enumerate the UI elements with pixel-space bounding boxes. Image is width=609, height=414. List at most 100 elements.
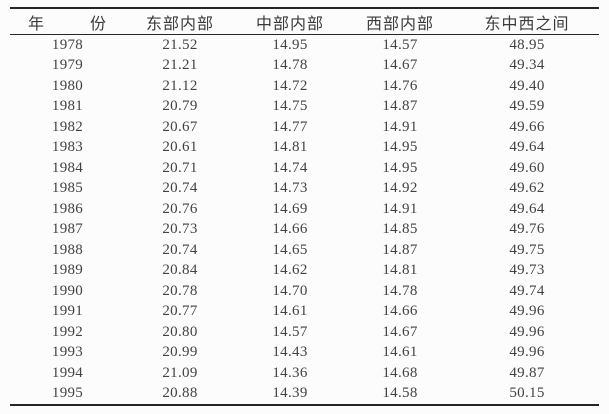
value-cell: 49.87 (509, 364, 545, 381)
value-cell: 14.81 (272, 139, 308, 156)
value-cell: 20.74 (162, 241, 198, 258)
table-row: 1978 21.52 14.95 14.57 48.95 (10, 35, 599, 56)
value-cell: 14.65 (272, 241, 308, 258)
value-cell: 20.99 (162, 344, 198, 361)
value-cell: 20.71 (162, 159, 198, 176)
value-cell: 14.39 (272, 385, 308, 402)
value-cell: 21.52 (162, 36, 198, 53)
header-west-internal: 西部内部 (345, 8, 455, 35)
value-cell: 49.64 (509, 200, 545, 217)
table-row: 1990 20.78 14.70 14.78 49.74 (10, 281, 599, 302)
value-cell: 14.72 (272, 77, 308, 94)
table-row: 1987 20.73 14.66 14.85 49.76 (10, 220, 599, 241)
year-cell: 1985 (51, 180, 84, 197)
value-cell: 20.76 (162, 200, 198, 217)
table-row: 1995 20.88 14.39 14.58 50.15 (10, 384, 599, 406)
value-cell: 14.43 (272, 344, 308, 361)
value-cell: 14.67 (382, 57, 418, 74)
value-cell: 14.57 (272, 323, 308, 340)
table-row: 1984 20.71 14.74 14.95 49.60 (10, 158, 599, 179)
header-year: 年 份 (10, 8, 125, 35)
value-cell: 14.58 (382, 385, 418, 402)
value-cell: 14.92 (382, 180, 418, 197)
table-row: 1982 20.67 14.77 14.91 49.66 (10, 117, 599, 138)
value-cell: 49.66 (509, 118, 545, 135)
value-cell: 49.59 (509, 98, 545, 115)
table-row: 1981 20.79 14.75 14.87 49.59 (10, 97, 599, 118)
value-cell: 21.21 (162, 57, 198, 74)
value-cell: 14.81 (382, 262, 418, 279)
year-cell: 1986 (51, 200, 84, 217)
value-cell: 14.36 (272, 364, 308, 381)
year-cell: 1992 (51, 323, 84, 340)
value-cell: 14.87 (382, 98, 418, 115)
table-body: 1978 21.52 14.95 14.57 48.95 1979 21.21 … (10, 35, 599, 406)
value-cell: 20.84 (162, 262, 198, 279)
value-cell: 49.96 (509, 303, 545, 320)
value-cell: 49.74 (509, 282, 545, 299)
header-row: 年 份 东部内部 中部内部 西部内部 东中西之间 (10, 8, 599, 35)
table-row: 1988 20.74 14.65 14.87 49.75 (10, 240, 599, 261)
year-cell: 1980 (51, 77, 84, 94)
table-row: 1994 21.09 14.36 14.68 49.87 (10, 363, 599, 384)
value-cell: 14.95 (272, 36, 308, 53)
value-cell: 49.76 (509, 221, 545, 238)
value-cell: 14.62 (272, 262, 308, 279)
table-row: 1991 20.77 14.61 14.66 49.96 (10, 302, 599, 323)
value-cell: 49.96 (509, 344, 545, 361)
value-cell: 20.61 (162, 139, 198, 156)
value-cell: 14.68 (382, 364, 418, 381)
value-cell: 49.73 (509, 262, 545, 279)
year-cell: 1987 (51, 221, 84, 238)
value-cell: 20.73 (162, 221, 198, 238)
value-cell: 14.95 (382, 159, 418, 176)
year-cell: 1989 (51, 262, 84, 279)
value-cell: 49.34 (509, 57, 545, 74)
header-central-internal: 中部内部 (235, 8, 345, 35)
value-cell: 20.79 (162, 98, 198, 115)
value-cell: 14.76 (382, 77, 418, 94)
table-row: 1992 20.80 14.57 14.67 49.96 (10, 322, 599, 343)
value-cell: 49.40 (509, 77, 545, 94)
year-cell: 1991 (51, 303, 84, 320)
value-cell: 49.64 (509, 139, 545, 156)
year-cell: 1983 (51, 139, 84, 156)
value-cell: 14.73 (272, 180, 308, 197)
value-cell: 49.62 (509, 180, 545, 197)
table-row: 1993 20.99 14.43 14.61 49.96 (10, 343, 599, 364)
value-cell: 14.91 (382, 118, 418, 135)
value-cell: 21.09 (162, 364, 198, 381)
value-cell: 14.66 (272, 221, 308, 238)
table-row: 1983 20.61 14.81 14.95 49.64 (10, 138, 599, 159)
year-cell: 1995 (51, 385, 84, 402)
value-cell: 14.77 (272, 118, 308, 135)
value-cell: 20.80 (162, 323, 198, 340)
value-cell: 14.69 (272, 200, 308, 217)
year-cell: 1988 (51, 241, 84, 258)
value-cell: 49.96 (509, 323, 545, 340)
value-cell: 14.87 (382, 241, 418, 258)
value-cell: 20.77 (162, 303, 198, 320)
table-row: 1979 21.21 14.78 14.67 49.34 (10, 56, 599, 77)
value-cell: 14.70 (272, 282, 308, 299)
table-row: 1985 20.74 14.73 14.92 49.62 (10, 179, 599, 200)
table-row: 1980 21.12 14.72 14.76 49.40 (10, 76, 599, 97)
year-cell: 1994 (51, 364, 84, 381)
year-cell: 1982 (51, 118, 84, 135)
year-cell: 1993 (51, 344, 84, 361)
table-row: 1986 20.76 14.69 14.91 49.64 (10, 199, 599, 220)
value-cell: 20.67 (162, 118, 198, 135)
value-cell: 14.74 (272, 159, 308, 176)
year-cell: 1984 (51, 159, 84, 176)
regional-disparity-table: 年 份 东部内部 中部内部 西部内部 东中西之间 1978 21.52 14.9… (10, 7, 599, 406)
value-cell: 20.88 (162, 385, 198, 402)
value-cell: 14.95 (382, 139, 418, 156)
table-row: 1989 20.84 14.62 14.81 49.73 (10, 261, 599, 282)
value-cell: 14.91 (382, 200, 418, 217)
year-cell: 1990 (51, 282, 84, 299)
header-east-internal: 东部内部 (125, 8, 235, 35)
year-cell: 1979 (51, 57, 84, 74)
value-cell: 14.57 (382, 36, 418, 53)
value-cell: 14.78 (382, 282, 418, 299)
year-cell: 1978 (51, 36, 84, 53)
